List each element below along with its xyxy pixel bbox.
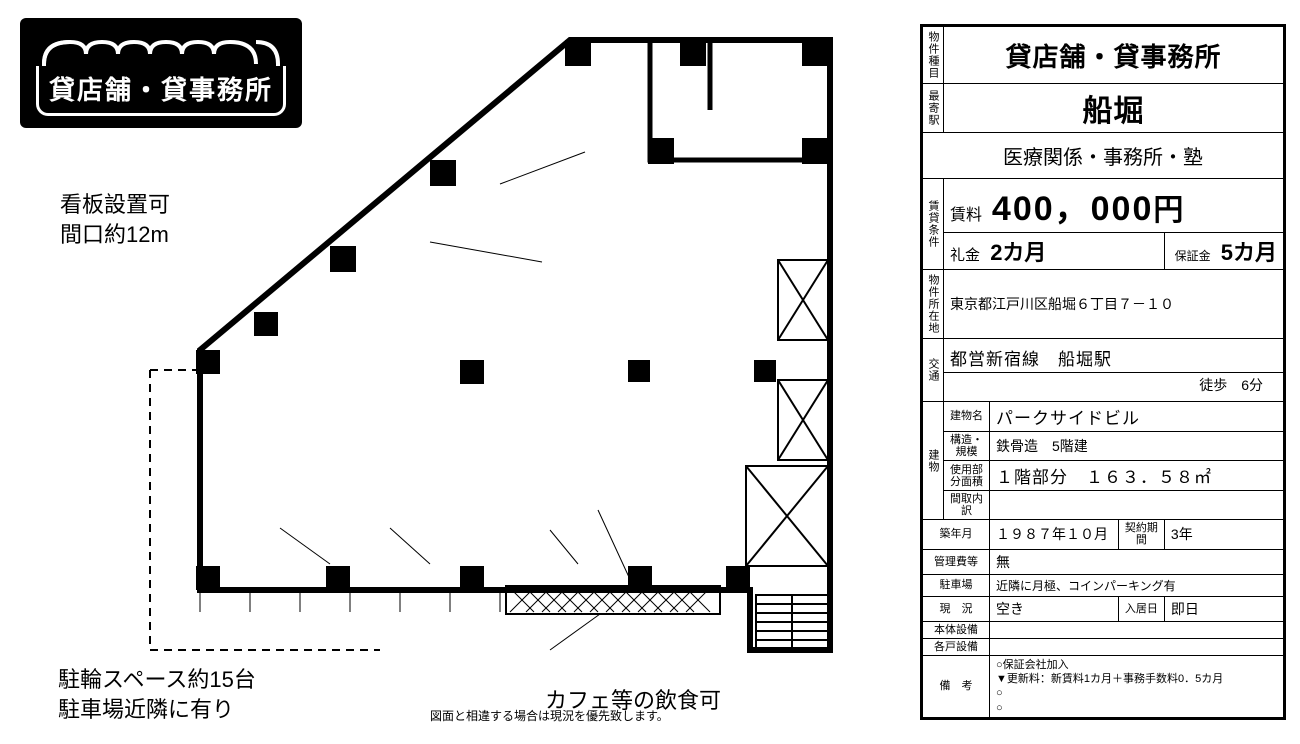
row-use: 医療関係・事務所・塾 [923, 133, 1284, 179]
row-area: 使用部分面積 １階部分 １６３．５８㎡ [923, 461, 1284, 491]
value-equip-unit [990, 638, 1284, 655]
label-building: 建物 [923, 402, 944, 520]
row-notes: 備 考 ○保証会社加入 ▼更新料：新賃料1カ月＋事務手数料0．5カ月 ○ ○ [923, 655, 1284, 717]
row-bldg-name: 建物 建物名 パークサイドビル [923, 402, 1284, 432]
label-address: 物件所在地 [923, 270, 944, 339]
value-area: １階部分 １６３．５８㎡ [990, 461, 1284, 491]
row-parking: 駐車場 近隣に月極、コインパーキング有 [923, 574, 1284, 596]
label-layout: 間取内訳 [944, 491, 990, 520]
rent-label: 賃料 [950, 201, 982, 225]
label-term: 契約期間 [1118, 520, 1164, 549]
value-walk: 徒歩 6分 [944, 373, 1284, 402]
cell-rent: 賃料 400，000円 [944, 179, 1284, 233]
listing-info-panel: 物件種目 貸店舗・貸事務所 最寄駅 船堀 医療関係・事務所・塾 賃貸条件 賃料 … [920, 24, 1286, 720]
row-rent: 賃貸条件 賃料 400，000円 [923, 179, 1284, 233]
label-area: 使用部分面積 [944, 461, 990, 491]
note-line3: ○ [996, 686, 1277, 700]
annotation-bicycle: 駐輪スペース約15台 駐車場近隣に有り [58, 665, 256, 724]
label-movein: 入居日 [1118, 596, 1164, 621]
label-station: 最寄駅 [923, 84, 944, 133]
annotation-bike-line2: 駐車場近隣に有り [58, 695, 256, 725]
listing-info-table: 物件種目 貸店舗・貸事務所 最寄駅 船堀 医療関係・事務所・塾 賃貸条件 賃料 … [922, 26, 1284, 718]
keymoney-value: 2カ月 [990, 240, 1046, 265]
rent-value: 400，000 [992, 181, 1153, 230]
label-category: 物件種目 [923, 27, 944, 84]
note-line2: ▼更新料：新賃料1カ月＋事務手数料0．5カ月 [996, 672, 1277, 686]
deposit-value: 5カ月 [1221, 240, 1277, 265]
row-category: 物件種目 貸店舗・貸事務所 [923, 27, 1284, 84]
note-line4: ○ [996, 701, 1277, 715]
value-structure: 鉄骨造 5階建 [990, 432, 1284, 461]
label-status: 現 況 [923, 596, 990, 621]
row-equip-main: 本体設備 [923, 621, 1284, 638]
row-status: 現 況 空き 入居日 即日 [923, 596, 1284, 621]
deposit-label: 保証金 [1175, 249, 1211, 263]
value-use: 医療関係・事務所・塾 [923, 133, 1284, 179]
label-bldg-name: 建物名 [944, 402, 990, 432]
row-layout: 間取内訳 [923, 491, 1284, 520]
row-access-line: 交通 都営新宿線 船堀駅 [923, 339, 1284, 373]
rent-unit: 円 [1153, 185, 1183, 229]
floorplan-figure [130, 30, 850, 670]
value-station: 船堀 [944, 84, 1284, 133]
value-layout [990, 491, 1284, 520]
value-term: 3年 [1164, 520, 1283, 549]
label-equip-unit: 各戸設備 [923, 638, 990, 655]
label-parking: 駐車場 [923, 574, 990, 596]
label-lease-terms: 賃貸条件 [923, 179, 944, 270]
value-parking: 近隣に月極、コインパーキング有 [990, 574, 1284, 596]
label-structure: 構造・規模 [944, 432, 990, 461]
row-equip-unit: 各戸設備 [923, 638, 1284, 655]
label-equip-main: 本体設備 [923, 621, 990, 638]
value-notes: ○保証会社加入 ▼更新料：新賃料1カ月＋事務手数料0．5カ月 ○ ○ [990, 655, 1284, 717]
value-equip-main [990, 621, 1284, 638]
row-station: 最寄駅 船堀 [923, 84, 1284, 133]
row-address: 物件所在地 東京都江戸川区船堀６丁目７－１０ [923, 270, 1284, 339]
value-category: 貸店舗・貸事務所 [944, 27, 1284, 84]
row-access-walk: 徒歩 6分 [923, 373, 1284, 402]
floorplan-disclaimer: 図面と相違する場合は現況を優先致します。 [430, 707, 669, 724]
floorplan-svg-icon [130, 30, 850, 670]
row-built: 築年月 １９８７年１０月 契約期間 3年 [923, 520, 1284, 549]
row-mgmt: 管理費等 無 [923, 549, 1284, 574]
value-trainline: 都営新宿線 船堀駅 [944, 339, 1284, 373]
label-built: 築年月 [923, 520, 990, 549]
note-line1: ○保証会社加入 [996, 658, 1277, 672]
label-access: 交通 [923, 339, 944, 402]
value-built: １９８７年１０月 [990, 520, 1119, 549]
label-notes: 備 考 [923, 655, 990, 717]
row-structure: 構造・規模 鉄骨造 5階建 [923, 432, 1284, 461]
value-movein: 即日 [1164, 596, 1283, 621]
value-address: 東京都江戸川区船堀６丁目７－１０ [944, 270, 1284, 339]
cell-keymoney: 礼金 2カ月 [944, 233, 1165, 270]
cell-deposit: 保証金 5カ月 [1164, 233, 1283, 270]
value-mgmt: 無 [990, 549, 1284, 574]
value-bldg-name: パークサイドビル [990, 402, 1284, 432]
value-status: 空き [990, 596, 1119, 621]
label-mgmt: 管理費等 [923, 549, 990, 574]
row-deposit: 礼金 2カ月 保証金 5カ月 [923, 233, 1284, 270]
keymoney-label: 礼金 [950, 247, 980, 264]
